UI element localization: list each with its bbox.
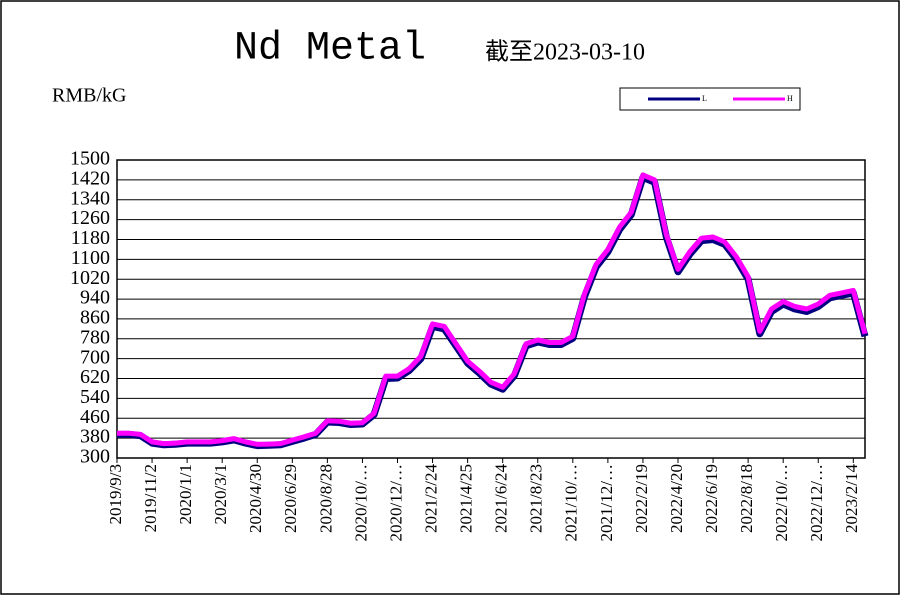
y-tick-label: 940 (80, 287, 110, 309)
y-tick-label: 1500 (70, 148, 110, 170)
x-tick-label: 2019/9/3 (106, 464, 125, 524)
y-tick-label: 1180 (71, 227, 110, 249)
legend-label: H (787, 94, 793, 103)
x-tick-label: 2022/4/20 (667, 464, 686, 533)
y-tick-label: 1260 (70, 207, 110, 229)
y-tick-label: 700 (80, 346, 110, 368)
x-tick-label: 2020/6/29 (281, 464, 300, 533)
y-tick-label: 1420 (70, 167, 110, 189)
x-tick-label: 2021/4/25 (457, 464, 476, 533)
x-tick-label: 2021/6/24 (492, 464, 511, 533)
x-tick-label: 2021/8/23 (527, 464, 546, 533)
x-tick-label: 2023/2/14 (842, 464, 861, 533)
y-tick-label: 1340 (70, 187, 110, 209)
x-tick-label: 2022/2/19 (632, 464, 651, 533)
chart-subtitle: 截至2023-03-10 (485, 39, 645, 66)
x-tick-label: 2020/8/28 (316, 464, 335, 533)
y-tick-label: 1020 (70, 267, 110, 289)
x-tick-label: 2020/1/1 (176, 464, 195, 524)
x-tick-label: 2020/10/… (351, 464, 370, 541)
y-tick-label: 380 (80, 426, 110, 448)
x-tick-label: 2022/8/18 (737, 464, 756, 533)
y-tick-label: 780 (80, 326, 110, 348)
x-tick-label: 2020/4/30 (246, 464, 265, 533)
y-tick-label: 860 (80, 307, 110, 329)
series-line (117, 172, 868, 447)
y-tick-label: 1100 (71, 247, 110, 269)
x-tick-label: 2022/12/… (807, 464, 826, 541)
y-axis-label: RMB/kG (52, 85, 126, 107)
legend-label: L (702, 94, 707, 103)
x-tick-label: 2022/6/19 (702, 464, 721, 533)
x-tick-label: 2022/10/… (772, 464, 791, 541)
plot-border (116, 159, 866, 459)
y-tick-label: 300 (80, 446, 110, 468)
y-tick-label: 460 (80, 406, 110, 428)
legend-box (619, 87, 801, 111)
x-tick-label: 2021/12/… (597, 464, 616, 541)
y-tick-label: 540 (80, 386, 110, 408)
y-tick-label: 620 (80, 366, 110, 388)
chart-title: Nd Metal (234, 27, 426, 72)
x-tick-label: 2021/2/24 (421, 464, 440, 533)
x-tick-label: 2019/11/2 (141, 464, 160, 532)
series-line (117, 173, 869, 450)
x-tick-label: 2021/10/… (562, 464, 581, 541)
x-tick-label: 2020/12/… (386, 464, 405, 541)
x-tick-label: 2020/3/1 (211, 464, 230, 524)
